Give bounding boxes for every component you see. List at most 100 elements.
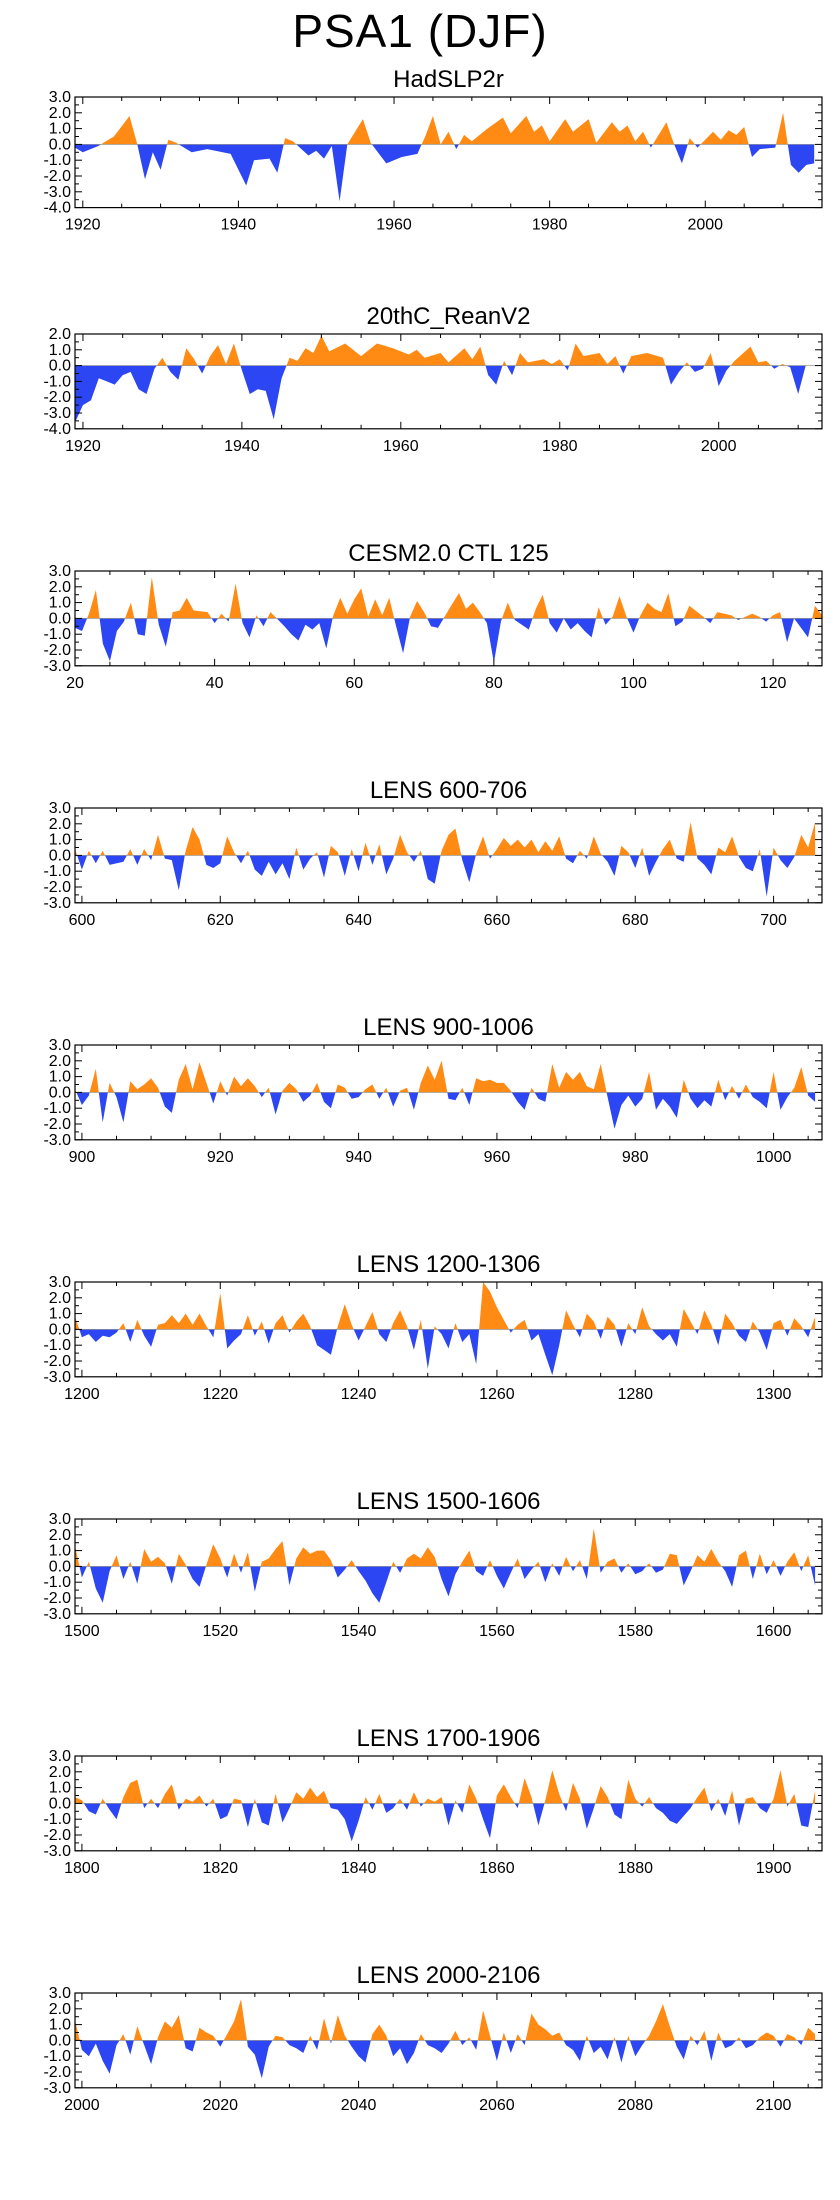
positive-anomaly-area-6 bbox=[147, 1798, 155, 1804]
positive-anomaly-area-11 bbox=[515, 352, 565, 366]
negative-anomaly-area-21 bbox=[317, 855, 329, 878]
figure-title: PSA1 (DJF) bbox=[292, 5, 548, 57]
y-tick-label: 0.0 bbox=[49, 1321, 71, 1338]
positive-anomaly-area-60 bbox=[785, 1552, 800, 1567]
positive-anomaly-area-16 bbox=[243, 1552, 251, 1567]
negative-anomaly-area-7 bbox=[184, 2040, 196, 2052]
panel-title: LENS 900-1006 bbox=[363, 1014, 534, 1041]
positive-anomaly-area-10 bbox=[216, 1081, 226, 1093]
positive-anomaly-area-36 bbox=[475, 836, 489, 856]
negative-anomaly-area-15 bbox=[238, 1566, 244, 1573]
positive-anomaly-area-46 bbox=[698, 1310, 713, 1330]
negative-anomaly-area-45 bbox=[610, 1803, 625, 1820]
y-tick-label: 3.0 bbox=[49, 1511, 71, 1528]
y-axis: 3.02.01.00.0-1.0-2.0-3.0 bbox=[43, 563, 822, 675]
negative-anomaly-area-20 bbox=[787, 144, 815, 173]
positive-anomaly-area-35 bbox=[683, 605, 706, 619]
x-tick-label: 1940 bbox=[221, 217, 257, 234]
y-tick-label: 0.0 bbox=[49, 1558, 71, 1575]
psa1-panel-2: 20thC_ReanV22.01.00.0-1.0-2.0-3.0-4.0192… bbox=[43, 303, 823, 455]
negative-anomaly-area-6 bbox=[296, 144, 348, 202]
positive-anomaly-area-18 bbox=[273, 1793, 278, 1804]
negative-anomaly-area-39 bbox=[652, 1092, 682, 1118]
positive-anomaly-area-15 bbox=[687, 138, 695, 145]
y-tick-label: 2.0 bbox=[49, 1764, 71, 1781]
positive-anomaly-area-24 bbox=[450, 2030, 460, 2041]
y-tick-label: -2.0 bbox=[43, 389, 71, 406]
x-tick-label: 1940 bbox=[224, 438, 260, 455]
positive-anomaly-area-28 bbox=[477, 2010, 492, 2041]
negative-anomaly-area-53 bbox=[776, 2040, 784, 2047]
negative-anomaly-area-29 bbox=[474, 1566, 488, 1576]
x-tick-label: 60 bbox=[345, 675, 363, 692]
negative-anomaly-area-4 bbox=[134, 618, 147, 636]
positive-anomaly-area-19 bbox=[704, 352, 714, 366]
positive-anomaly-area-46 bbox=[699, 2030, 707, 2041]
negative-anomaly-area-31 bbox=[508, 1329, 514, 1333]
negative-anomaly-area-37 bbox=[488, 855, 493, 859]
positive-anomaly-area-28 bbox=[459, 1550, 475, 1567]
x-tick-label: 640 bbox=[345, 912, 372, 929]
negative-anomaly-area-27 bbox=[470, 2040, 478, 2050]
negative-anomaly-area-5 bbox=[143, 1803, 148, 1809]
negative-anomaly-area-43 bbox=[722, 1092, 729, 1101]
positive-anomaly-area-6 bbox=[157, 2015, 185, 2041]
positive-anomaly-area-20 bbox=[291, 1787, 330, 1804]
positive-anomaly-area-9 bbox=[502, 360, 507, 366]
positive-anomaly-area-24 bbox=[375, 1793, 383, 1804]
x-tick-label: 1960 bbox=[376, 217, 412, 234]
negative-anomaly-area-43 bbox=[602, 855, 620, 876]
positive-anomaly-area-14 bbox=[273, 1315, 289, 1330]
positive-anomaly-area-40 bbox=[626, 1323, 633, 1330]
negative-anomaly-area-39 bbox=[615, 2040, 628, 2063]
negative-anomaly-area-1 bbox=[76, 1092, 90, 1105]
positive-anomaly-area-22 bbox=[418, 2034, 425, 2041]
x-tick-label: 80 bbox=[485, 675, 503, 692]
negative-anomaly-area-15 bbox=[236, 855, 246, 864]
x-axis: 2000 2020 2040 2060 2080 2100 bbox=[64, 1992, 809, 2114]
negative-anomaly-area-19 bbox=[320, 1092, 336, 1109]
panel-title: LENS 1500-1606 bbox=[356, 1488, 540, 1515]
negative-anomaly-area-8 bbox=[371, 144, 422, 164]
positive-anomaly-area-42 bbox=[567, 1782, 581, 1804]
negative-anomaly-area-1 bbox=[79, 2040, 120, 2074]
negative-anomaly-area-43 bbox=[599, 1566, 605, 1573]
y-tick-label: -1.0 bbox=[43, 2048, 71, 2065]
negative-anomaly-area-31 bbox=[492, 1566, 514, 1589]
x-tick-label: 1560 bbox=[479, 1623, 515, 1640]
negative-anomaly-area-12 bbox=[649, 144, 653, 148]
negative-anomaly-area-37 bbox=[553, 1566, 563, 1576]
y-tick-label: 1.0 bbox=[49, 1780, 71, 1797]
negative-anomaly-area-23 bbox=[369, 1803, 376, 1810]
positive-anomaly-area-10 bbox=[182, 1795, 205, 1804]
psa1-panel-1: HadSLP2r3.02.01.00.0-1.0-2.0-3.0-4.01920… bbox=[43, 66, 823, 234]
x-tick-label: 900 bbox=[69, 1149, 96, 1166]
positive-anomaly-area-23 bbox=[779, 363, 787, 366]
negative-anomaly-area-12 bbox=[241, 618, 256, 638]
negative-anomaly-area-17 bbox=[298, 1092, 312, 1102]
negative-anomaly-area-26 bbox=[548, 618, 564, 633]
positive-anomaly-area-0 bbox=[75, 1797, 84, 1804]
positive-anomaly-area-37 bbox=[713, 612, 736, 619]
positive-anomaly-area-54 bbox=[783, 2034, 798, 2041]
y-tick-label: -3.0 bbox=[43, 1132, 71, 1149]
positive-anomaly-area-20 bbox=[294, 1547, 334, 1567]
negative-anomaly-area-9 bbox=[224, 1329, 243, 1349]
positive-anomaly-area-19 bbox=[409, 600, 428, 619]
negative-anomaly-area-9 bbox=[209, 1092, 217, 1104]
positive-anomaly-area-54 bbox=[789, 1318, 804, 1330]
positive-anomaly-area-45 bbox=[812, 605, 822, 619]
x-tick-label: 1520 bbox=[202, 1623, 238, 1640]
positive-anomaly-area-54 bbox=[757, 849, 761, 856]
positive-anomaly-area-32 bbox=[513, 1319, 528, 1330]
negative-anomaly-area-51 bbox=[807, 1092, 816, 1102]
y-tick-label: 2.0 bbox=[49, 326, 71, 343]
positive-anomaly-area-18 bbox=[311, 1082, 321, 1093]
y-tick-label: 2.0 bbox=[49, 1527, 71, 1544]
negative-anomaly-area-6 bbox=[240, 365, 287, 420]
y-tick-label: -1.0 bbox=[43, 373, 71, 390]
negative-anomaly-area-15 bbox=[312, 2040, 320, 2050]
positive-anomaly-area-20 bbox=[370, 2024, 388, 2041]
x-tick-label: 1240 bbox=[341, 1386, 377, 1403]
